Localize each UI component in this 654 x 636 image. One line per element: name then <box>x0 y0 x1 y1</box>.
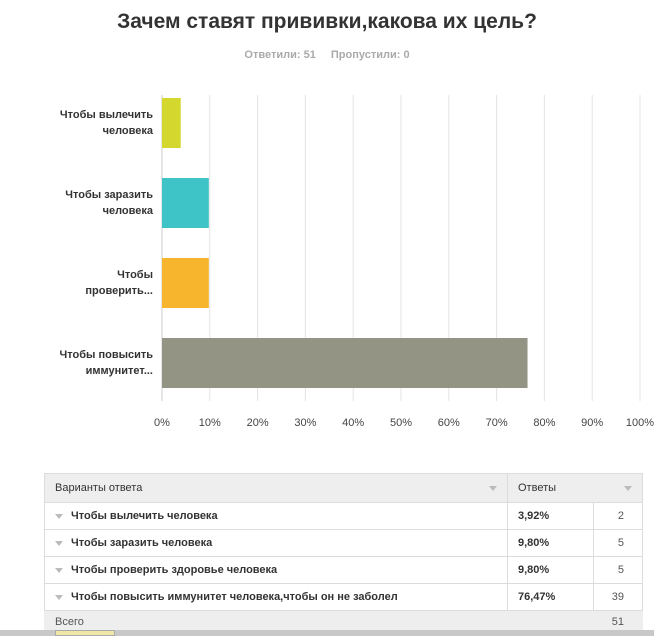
expand-caret-icon[interactable] <box>55 513 63 519</box>
skipped-count: Пропустили: 0 <box>330 49 410 61</box>
x-tick-label: 40% <box>342 417 364 429</box>
answered-count: Ответили: 51 <box>244 49 316 61</box>
responses-column-header[interactable]: Ответы <box>507 473 643 503</box>
expand-caret-icon[interactable] <box>55 540 63 546</box>
bottom-scrollbar[interactable] <box>0 630 654 636</box>
expand-caret-icon[interactable] <box>55 594 63 600</box>
sort-caret-icon[interactable] <box>624 485 632 491</box>
x-tick-label: 50% <box>390 417 412 429</box>
x-tick-label: 60% <box>438 417 460 429</box>
table-row: Чтобы вылечить человека 3,92% 2 <box>44 502 643 530</box>
responses-column-title: Ответы <box>518 482 557 494</box>
x-tick-label: 30% <box>294 417 316 429</box>
answer-count: 5 <box>593 556 643 584</box>
sort-caret-icon[interactable] <box>489 485 497 491</box>
expand-caret-icon[interactable] <box>55 567 63 573</box>
answer-label: Чтобы заразить человека <box>71 537 213 549</box>
answer-percent: 9,80% <box>507 556 594 584</box>
bar <box>162 98 181 148</box>
answer-label: Чтобы повысить иммунитет человека,чтобы … <box>71 591 398 603</box>
x-tick-label: 20% <box>247 417 269 429</box>
answer-count: 2 <box>593 502 643 530</box>
answer-percent: 3,92% <box>507 502 594 530</box>
answer-cell: Чтобы вылечить человека <box>44 502 508 530</box>
question-title: Зачем ставят прививки,какова их цель? <box>117 10 537 33</box>
answer-percent: 9,80% <box>507 529 594 557</box>
bar <box>162 258 209 308</box>
bar-chart: 0% 10% 20% 30% 40% 50% 60% 70% 80% 90% 100% Чтобы … <box>0 95 654 435</box>
answer-count: 39 <box>593 583 643 611</box>
x-tick-label: 100% <box>626 417 654 429</box>
answer-percent: 76,47% <box>507 583 594 611</box>
response-stats: Ответили: 51 Пропустили: 0 <box>0 49 654 61</box>
answer-cell: Чтобы заразить человека <box>44 529 508 557</box>
table-row: Чтобы заразить человека 9,80% 5 <box>44 529 643 557</box>
x-tick-label: 0% <box>154 417 170 429</box>
bar-chart-svg: 0% 10% 20% 30% 40% 50% 60% 70% 80% 90% 100% <box>154 95 654 429</box>
bar <box>162 178 209 228</box>
answer-column-title: Варианты ответа <box>55 482 143 494</box>
x-tick-label: 90% <box>581 417 603 429</box>
table-row: Чтобы проверить здоровье человека 9,80% 5 <box>44 556 643 584</box>
answer-label: Чтобы вылечить человека <box>71 510 218 522</box>
x-tick-label: 70% <box>486 417 508 429</box>
answer-count: 5 <box>593 529 643 557</box>
x-tick-label: 10% <box>199 417 221 429</box>
answer-label: Чтобы проверить здоровье человека <box>71 564 278 576</box>
category-label: Чтобы вылечить человека <box>59 109 153 137</box>
answer-column-header[interactable]: Варианты ответа <box>44 473 508 503</box>
x-tick-label: 80% <box>533 417 555 429</box>
responses-table: Варианты ответа Ответы Чтобы вылечить че… <box>44 473 643 634</box>
category-label: Чтобы проверить... <box>85 269 153 297</box>
answer-cell: Чтобы повысить иммунитет человека,чтобы … <box>44 583 508 611</box>
table-row: Чтобы повысить иммунитет человека,чтобы … <box>44 583 643 611</box>
bar <box>162 338 528 388</box>
category-label: Чтобы заразить человека <box>65 189 153 217</box>
answer-cell: Чтобы проверить здоровье человека <box>44 556 508 584</box>
category-label: Чтобы повысить иммунитет... <box>59 349 153 377</box>
scroll-tab[interactable] <box>55 630 115 636</box>
